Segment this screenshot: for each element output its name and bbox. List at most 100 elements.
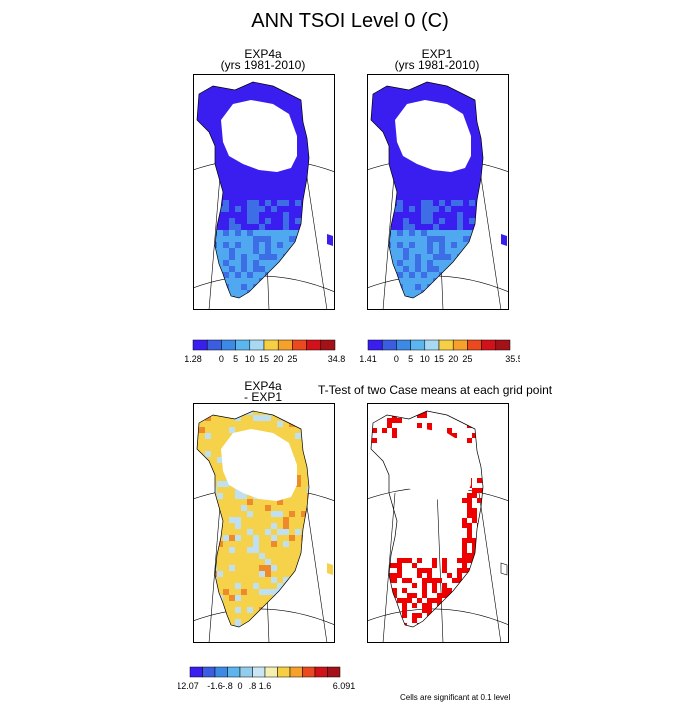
colorbar-swatch [314,666,328,678]
colorbar-swatch [292,339,307,351]
diff-colorbar: -12.07 -1.6-.8 0 .81.6 6.091 [178,666,356,691]
colorbar-swatch [302,666,316,678]
island [327,563,333,575]
exp4a-title-line1: EXP4a [244,47,282,61]
colorbar-tick-label: 0 [219,354,224,364]
colorbar-swatch [277,666,291,678]
colorbar-tick-label: 5 [233,354,238,364]
latitude-line [367,608,509,626]
exp4a-title-line2: (yrs 1981-2010) [220,58,306,72]
latitude-line [193,275,335,293]
colorbar-swatch [438,339,454,351]
map-frame [367,403,509,643]
longitude-line [208,163,222,310]
ice-sheet-interior [221,100,297,172]
exp1-colorbar: -21.41 05 10 15 20 25 35.5 [360,339,520,364]
colorbar-tick-label: 10 [245,354,255,364]
latitude-line [193,608,335,626]
colorbar-swatch [320,339,336,351]
longitude-line [436,487,444,643]
ice-sheet-interior [395,100,471,172]
colorbar-swatch [235,339,251,351]
longitude-line [304,163,328,310]
ice-sheet-interior [395,429,471,501]
colorbar-tick-label: .8 [249,681,257,691]
coastline [370,81,484,299]
ttest-significance-map [367,403,509,643]
colorbar-tick-label: 15 [259,354,269,364]
colorbar-swatch [189,666,203,678]
island [501,234,507,246]
page-title: ANN TSOI Level 0 (C) [251,10,449,32]
coastline [196,81,310,299]
ice-sheet-interior [221,429,297,501]
colorbar-swatch [452,339,468,351]
colorbar-swatch [192,339,208,351]
colorbar-tick-label: -21.28 [185,354,202,364]
exp1-title-line1: EXP1 [421,47,453,61]
colorbar-swatch [481,339,497,351]
colorbar-tick-label: 35.5 [505,354,520,364]
latitude-line [367,275,509,293]
colorbar-swatch [264,666,278,678]
exp4a-colorbar: -21.28 05 10 15 20 25 34.83 [185,339,345,364]
colorbar-swatch [263,339,279,351]
colorbar-tick-label: 6.091 [333,681,356,691]
colorbar-swatch [327,666,341,678]
map-frame [367,74,509,310]
colorbar-swatch [396,339,411,351]
colorbar-swatch [495,339,511,351]
colorbar-tick-label: 0 [237,681,242,691]
diff-title-line1: EXP4a [244,379,282,393]
longitude-line [478,163,502,310]
colorbar-tick-label: -12.07 [178,681,199,691]
colorbar-swatch [206,339,222,351]
colorbar-swatch [424,339,440,351]
diff-map [193,403,335,643]
colorbar-swatch [367,339,383,351]
colorbar-tick-label: 0 [394,354,399,364]
longitude-line [382,163,396,310]
colorbar-tick-label: 5 [408,354,413,364]
colorbar-tick-label: 20 [273,354,283,364]
map-graticule [367,487,509,643]
ttest-panel-title: T-Test of two Case means at each grid po… [318,383,553,397]
longitude-line [304,492,328,643]
exp1-panel-title: EXP1 (yrs 1981-2010) [367,47,507,72]
longitude-line [478,492,502,643]
colorbar-swatch [239,666,253,678]
longitude-line [382,492,396,643]
exp1-map [367,74,509,310]
colorbar-tick-label: 20 [448,354,458,364]
diff-panel-title: EXP4a - EXP1 [193,379,333,404]
coastline [370,410,484,628]
colorbar-swatch [467,339,482,351]
longitude-line [208,492,222,643]
colorbar-swatch [306,339,322,351]
colorbar-swatch [410,339,426,351]
colorbar-tick-label: 25 [462,354,472,364]
colorbar-tick-label: 25 [287,354,297,364]
colorbar-tick-label: -.8 [222,681,233,691]
map-frame [193,403,335,643]
colorbar-swatch [252,666,266,678]
colorbar-tick-label: -1.6 [207,681,223,691]
colorbar-tick-label: 15 [434,354,444,364]
colorbar-swatch [277,339,293,351]
island [327,234,333,246]
coastline [196,410,310,628]
colorbar-tick-label: -21.41 [360,354,377,364]
exp1-title-line2: (yrs 1981-2010) [394,58,480,72]
exp4a-panel-title: EXP4a (yrs 1981-2010) [193,47,333,72]
colorbar-swatch [381,339,397,351]
colorbar-swatch [221,339,236,351]
colorbar-swatch [289,666,303,678]
colorbar-tick-label: 34.83 [328,354,345,364]
island [500,562,508,576]
colorbar-swatch [214,666,228,678]
colorbar-tick-label: 10 [420,354,430,364]
colorbar-tick-label: 1.6 [259,681,272,691]
colorbar-swatch [249,339,265,351]
colorbar-swatch [227,666,241,678]
diff-title-line2: - EXP1 [243,390,282,404]
